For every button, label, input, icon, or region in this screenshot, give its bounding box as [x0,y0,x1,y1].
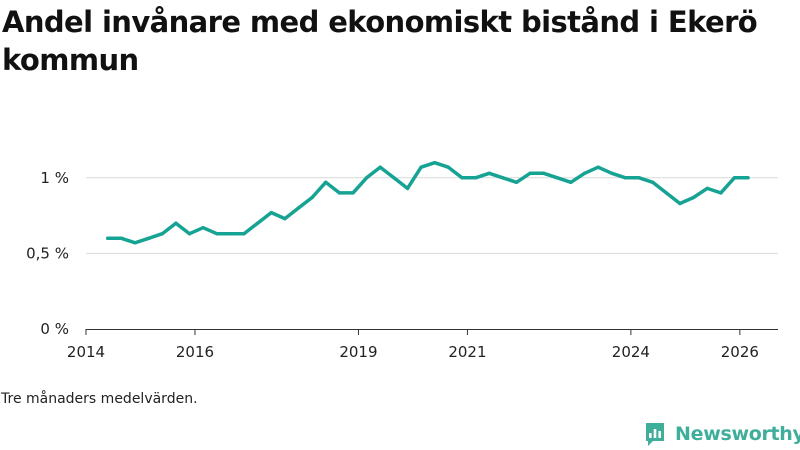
data-point [419,165,423,169]
gridlines [86,177,778,254]
y-tick-label: 1 % [40,169,69,187]
x-tick-label: 2019 [339,343,377,361]
data-point [174,221,178,225]
chart-title: Andel invånare med ekonomiskt bistånd i … [2,5,758,77]
x-tick-label: 2026 [721,343,759,361]
brand-name: Newsworthy [675,423,800,445]
data-point [187,232,192,236]
data-point [473,176,478,180]
data-point [433,161,437,165]
data-point [610,171,614,175]
data-point [201,226,205,230]
data-point [242,232,246,236]
data-point [705,186,709,191]
footnote: Tre månaders medelvärden. [1,391,198,407]
data-point [637,176,641,180]
data-point [460,176,464,180]
x-tick-label: 2016 [176,343,214,361]
y-axis-ticks: 0 % 0,5 % 1 % [26,169,69,338]
data-point [296,206,301,210]
data-point [324,180,328,184]
x-tick-label: 2024 [612,343,650,361]
y-tick-label: 0,5 % [26,244,69,262]
data-point [732,176,737,180]
newsworthy-logo-icon [646,423,664,446]
data-point [228,232,233,236]
data-point [133,241,137,245]
data-point [446,165,450,169]
data-point [623,176,628,180]
data-point [119,236,124,240]
data-point [569,180,573,184]
data-point [528,171,532,175]
data-point [719,191,723,195]
x-tick-label: 2021 [448,343,486,361]
data-point [487,171,491,175]
data-point [337,191,342,195]
data-point [651,180,655,184]
data-point [555,176,559,180]
data-point [542,171,546,175]
data-point [351,191,355,195]
x-tick-label: 2014 [67,343,105,361]
brand-logo[interactable]: Newsworthy [644,420,800,448]
data-point [405,186,410,191]
data-point [106,236,110,240]
data-point [746,176,750,180]
data-point [160,232,164,236]
data-point [378,165,382,169]
data-point [678,201,682,206]
data-point [269,210,273,215]
data-point [501,176,505,180]
y-tick-label: 0 % [40,320,69,338]
data-point [283,216,287,221]
data-point [596,165,600,169]
series-line [106,160,750,245]
data-point [664,191,668,195]
series-layer [106,160,750,245]
data-point [215,232,219,236]
data-point [255,221,260,225]
data-point [514,180,519,184]
data-point [310,195,314,200]
data-point [392,176,396,180]
data-point [691,195,696,200]
x-axis: 2014 2016 2019 2021 2024 2026 [67,329,778,361]
data-point [147,236,151,240]
data-point [364,176,369,180]
data-point [582,171,587,175]
